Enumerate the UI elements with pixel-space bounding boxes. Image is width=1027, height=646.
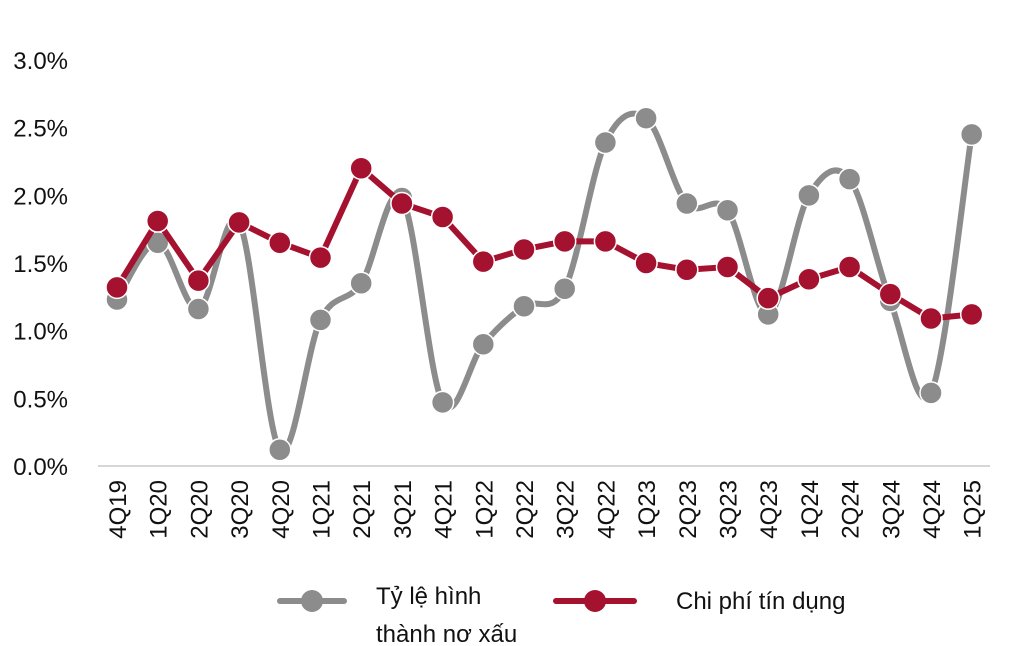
- y-tick-label: 1.5%: [13, 251, 68, 278]
- x-tick-label: 1Q24: [797, 480, 824, 539]
- data-point: [756, 286, 780, 310]
- data-point: [593, 229, 618, 254]
- data-point: [430, 390, 455, 415]
- y-tick-label: 2.5%: [13, 116, 68, 143]
- legend-label: thành nơ xấu: [376, 621, 517, 646]
- data-point: [919, 306, 943, 331]
- x-tick-label: 1Q21: [309, 480, 336, 539]
- data-point: [715, 198, 740, 222]
- data-point: [593, 130, 618, 155]
- data-point: [512, 294, 536, 319]
- legend: Tỷ lệ hình thành nơ xấu Chi phí tín dụng: [277, 583, 845, 646]
- data-point: [227, 210, 251, 235]
- data-point: [959, 122, 984, 147]
- x-tick-label: 4Q24: [919, 480, 946, 539]
- series-line: [114, 165, 975, 322]
- data-point: [715, 255, 740, 279]
- x-tick-label: 2Q22: [512, 480, 539, 539]
- data-point: [797, 267, 821, 291]
- x-tick-label: 2Q23: [675, 480, 702, 539]
- data-point: [268, 438, 292, 462]
- series-npl-formation: [105, 106, 984, 462]
- x-tick-label: 2Q24: [838, 480, 865, 539]
- data-point: [186, 297, 211, 321]
- data-point: [430, 205, 455, 229]
- x-tick-label: 2Q21: [349, 480, 376, 539]
- data-point: [552, 229, 577, 254]
- data-point: [837, 167, 862, 191]
- x-tick-label: 4Q19: [105, 480, 132, 539]
- x-tick-label: 3Q24: [878, 480, 905, 539]
- legend-entry-credit-cost: Chi phí tín dụng: [553, 588, 845, 615]
- data-point: [512, 237, 536, 262]
- x-tick-label: 1Q22: [471, 480, 498, 539]
- data-point: [552, 276, 577, 301]
- data-point: [471, 332, 496, 356]
- data-point: [797, 183, 821, 208]
- legend-label: Chi phí tín dụng: [676, 588, 845, 615]
- data-point: [675, 191, 699, 216]
- x-tick-label: 3Q22: [553, 480, 580, 539]
- series-layer: [105, 106, 984, 462]
- y-tick-label: 1.0%: [13, 319, 68, 346]
- y-tick-label: 3.0%: [13, 48, 68, 75]
- legend-marker: [584, 590, 606, 612]
- series-line: [114, 110, 975, 455]
- data-point: [308, 245, 333, 270]
- x-tick-label: 4Q23: [756, 480, 783, 539]
- data-point: [675, 258, 699, 282]
- data-point: [145, 209, 170, 233]
- data-point: [959, 302, 984, 327]
- data-point: [349, 271, 373, 296]
- x-tick-label: 4Q22: [593, 480, 620, 539]
- data-point: [471, 249, 496, 274]
- legend-label: Tỷ lệ hình: [376, 583, 481, 610]
- data-point: [105, 275, 129, 300]
- data-point: [349, 156, 373, 181]
- data-point: [919, 381, 943, 405]
- x-tick-label: 3Q21: [390, 480, 417, 539]
- data-point: [390, 191, 414, 216]
- x-tick-label: 3Q20: [227, 480, 254, 539]
- data-point: [186, 268, 211, 293]
- legend-marker: [301, 590, 323, 612]
- x-tick-label: 2Q20: [186, 480, 213, 539]
- data-point: [634, 106, 658, 130]
- x-tick-label: 4Q21: [431, 480, 458, 539]
- data-point: [634, 251, 658, 275]
- data-point: [878, 282, 903, 306]
- x-tick-label: 1Q23: [634, 480, 661, 539]
- data-point: [268, 230, 292, 255]
- y-axis: 0.0% 0.5% 1.0% 1.5% 2.0% 2.5% 3.0%: [13, 48, 68, 481]
- x-tick-label: 3Q23: [716, 480, 743, 539]
- y-tick-label: 0.0%: [13, 454, 68, 481]
- y-tick-label: 2.0%: [13, 183, 68, 210]
- x-axis: 4Q19 1Q20 2Q20 3Q20 4Q20 1Q21 2Q21 3Q21 4Q21 1Q22…: [98, 465, 990, 539]
- x-tick-label: 1Q20: [146, 480, 173, 539]
- y-tick-label: 0.5%: [13, 386, 68, 413]
- x-tick-label: 4Q20: [268, 480, 295, 539]
- series-credit-cost: [105, 156, 984, 331]
- data-point: [837, 255, 862, 279]
- data-point: [308, 308, 333, 332]
- x-tick-label: 1Q25: [960, 480, 987, 539]
- legend-entry-npl-formation: Tỷ lệ hình thành nơ xấu: [277, 583, 517, 646]
